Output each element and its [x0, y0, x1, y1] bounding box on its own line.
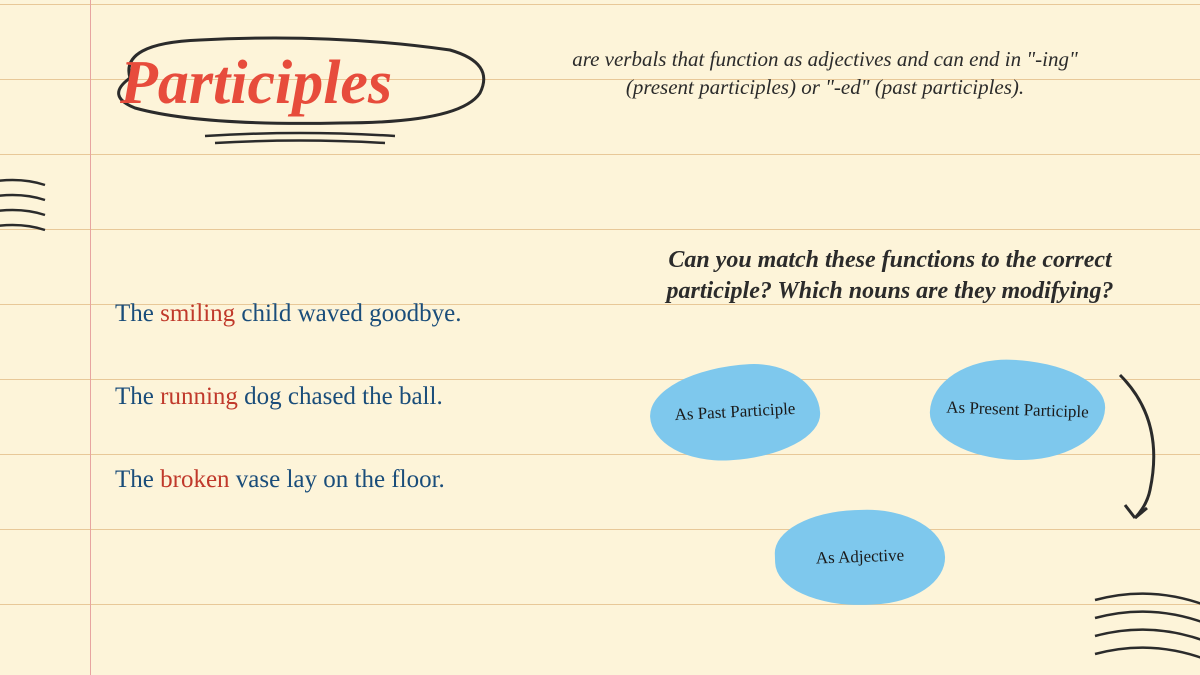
example-text: The [115, 300, 160, 327]
example-text: vase lay on the floor. [230, 466, 445, 493]
title-underline-decoration [200, 128, 400, 148]
example-text: child waved goodbye. [235, 300, 461, 327]
example-sentence-3: The broken vase lay on the floor. [115, 466, 595, 494]
example-highlight: running [160, 383, 238, 410]
definition-text: are verbals that function as adjectives … [555, 45, 1095, 102]
curved-arrow-decoration [1105, 370, 1175, 530]
example-highlight: smiling [160, 300, 235, 327]
example-sentence-1: The smiling child waved goodbye. [115, 300, 595, 328]
scribble-decoration-right [1085, 580, 1200, 670]
examples-container: The smiling child waved goodbye. The run… [115, 300, 595, 549]
example-text: The [115, 466, 160, 493]
example-sentence-2: The running dog chased the ball. [115, 383, 595, 411]
blob-label: As Adjective [815, 545, 904, 570]
blob-label: As Present Participle [946, 396, 1089, 423]
example-highlight: broken [160, 466, 229, 493]
blob-label: As Past Participle [674, 398, 796, 426]
example-text: dog chased the ball. [238, 383, 443, 410]
page-title: Participles [120, 48, 392, 119]
scribble-decoration-left [0, 170, 50, 240]
question-prompt: Can you match these functions to the cor… [640, 245, 1140, 307]
example-text: The [115, 383, 160, 410]
